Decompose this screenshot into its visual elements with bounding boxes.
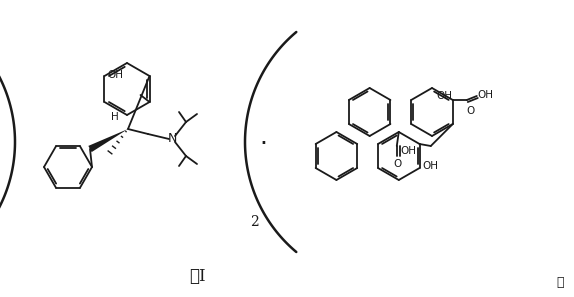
Text: ·: · bbox=[259, 132, 267, 156]
Text: OH: OH bbox=[436, 91, 452, 101]
Text: OH: OH bbox=[401, 146, 417, 156]
Text: O: O bbox=[394, 159, 402, 169]
Text: H: H bbox=[111, 112, 119, 122]
Text: N: N bbox=[167, 132, 177, 146]
Text: 2: 2 bbox=[250, 215, 259, 229]
Text: OH: OH bbox=[478, 90, 494, 100]
Text: OH: OH bbox=[107, 70, 123, 80]
Text: 。: 。 bbox=[556, 277, 564, 290]
Text: OH: OH bbox=[422, 161, 439, 171]
Polygon shape bbox=[88, 129, 128, 152]
Text: 式I: 式I bbox=[189, 268, 205, 285]
Text: O: O bbox=[467, 106, 475, 116]
